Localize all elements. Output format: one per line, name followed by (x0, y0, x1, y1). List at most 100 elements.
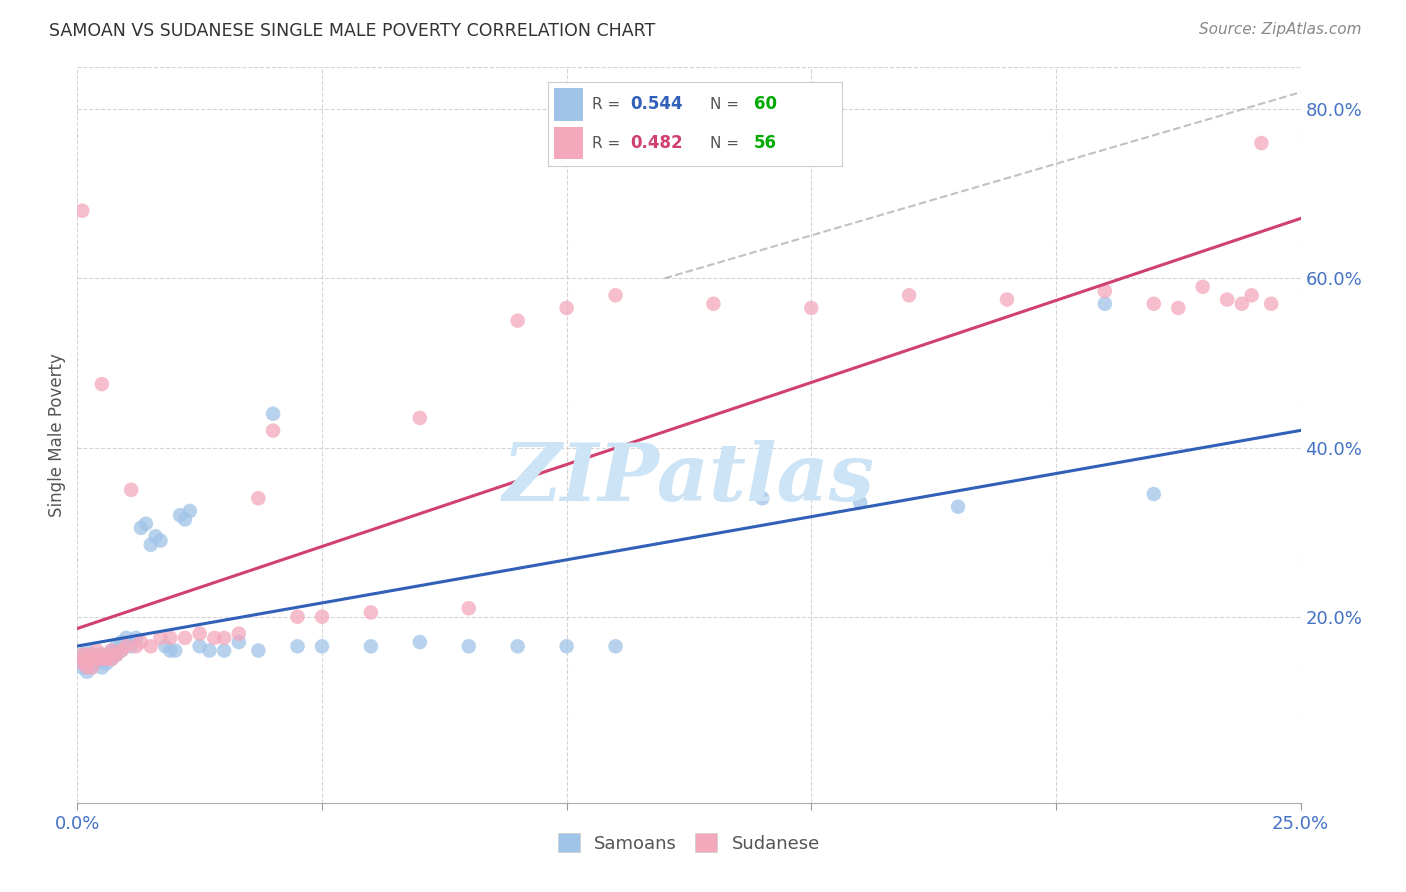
Point (96, 657, 118, 671)
Point (360, 640, 382, 654)
Point (555, 640, 578, 654)
Point (129, 635, 152, 649)
Point (228, 635, 250, 649)
Point (409, 635, 432, 649)
Point (155, 640, 177, 654)
Point (90, 648, 112, 662)
Point (129, 521, 152, 535)
Point (1167, 301, 1189, 315)
Point (70, 660, 93, 674)
Point (149, 631, 172, 645)
Point (605, 288, 627, 302)
Point (115, 631, 138, 645)
Point (80, 657, 103, 671)
Point (457, 601, 479, 615)
Point (70, 657, 93, 671)
Point (1250, 136, 1272, 150)
Point (80, 660, 103, 674)
Point (946, 500, 969, 514)
Point (1240, 288, 1263, 302)
Point (105, 648, 128, 662)
Point (555, 301, 578, 315)
Point (159, 643, 181, 657)
Point (90, 652, 112, 666)
Point (165, 643, 187, 657)
Point (849, 495, 872, 509)
Point (100, 652, 122, 666)
Point (311, 609, 333, 624)
Point (188, 640, 211, 654)
Point (90, 648, 112, 662)
Point (100, 643, 122, 657)
Point (169, 508, 191, 523)
Point (110, 643, 132, 657)
Point (96, 652, 118, 666)
Point (110, 635, 132, 649)
Point (96, 648, 118, 662)
Point (70, 203, 93, 218)
Point (1143, 487, 1166, 501)
Point (70, 648, 93, 662)
Point (311, 640, 333, 654)
Point (995, 293, 1018, 307)
Point (80, 648, 103, 662)
Point (86, 643, 108, 657)
Y-axis label: Single Male Poverty: Single Male Poverty (48, 353, 66, 516)
Text: SAMOAN VS SUDANESE SINGLE MALE POVERTY CORRELATION CHART: SAMOAN VS SUDANESE SINGLE MALE POVERTY C… (49, 22, 655, 40)
Point (1191, 280, 1213, 294)
Point (174, 512, 197, 526)
Point (159, 631, 181, 645)
Point (1216, 293, 1239, 307)
Point (1230, 297, 1253, 311)
Point (120, 640, 142, 654)
Point (70, 652, 93, 666)
Point (135, 516, 157, 531)
Point (80, 652, 103, 666)
Point (1094, 297, 1116, 311)
Point (409, 411, 432, 425)
Point (188, 626, 211, 640)
Point (76, 657, 98, 671)
Point (125, 640, 148, 654)
Point (247, 491, 270, 506)
Point (86, 652, 108, 666)
Point (198, 643, 221, 657)
Point (287, 640, 309, 654)
Point (76, 657, 98, 671)
Point (125, 631, 148, 645)
Point (70, 648, 93, 662)
Point (70, 652, 93, 666)
Point (506, 640, 529, 654)
Point (76, 643, 98, 657)
Point (457, 640, 479, 654)
Point (76, 660, 98, 674)
Point (262, 424, 284, 438)
Point (100, 643, 122, 657)
Point (90, 652, 112, 666)
Point (202, 631, 225, 645)
Point (115, 640, 138, 654)
Point (139, 640, 162, 654)
Point (702, 297, 724, 311)
Point (1094, 284, 1116, 298)
Point (110, 643, 132, 657)
Point (212, 631, 235, 645)
Point (139, 538, 162, 552)
Point (228, 626, 250, 640)
Point (179, 504, 201, 518)
Point (1260, 297, 1282, 311)
Point (76, 652, 98, 666)
Legend: Samoans, Sudanese: Samoans, Sudanese (551, 826, 827, 860)
Point (80, 652, 103, 666)
Point (96, 648, 118, 662)
Point (898, 288, 921, 302)
Point (174, 631, 197, 645)
Point (86, 652, 108, 666)
Point (105, 648, 128, 662)
Point (76, 648, 98, 662)
Point (80, 648, 103, 662)
Point (76, 665, 98, 679)
Point (76, 660, 98, 674)
Point (86, 657, 108, 671)
Point (120, 483, 142, 497)
